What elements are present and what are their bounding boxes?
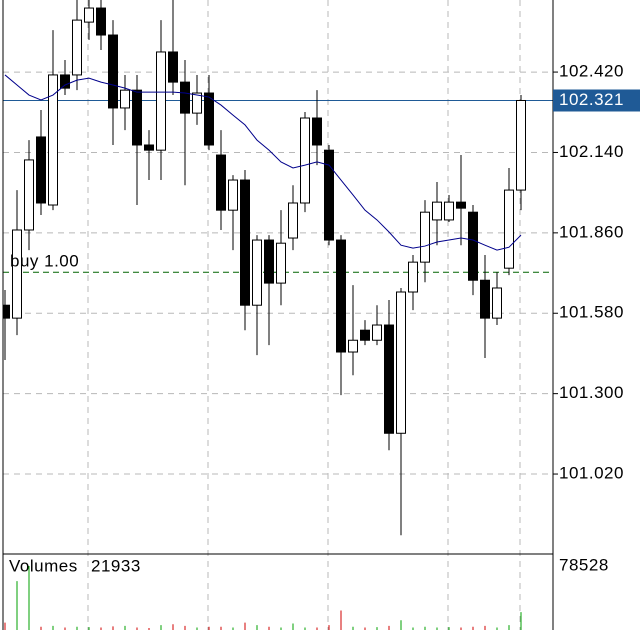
candle-body — [3, 304, 10, 319]
volume-current: 21933 — [91, 556, 141, 575]
candle-body — [468, 211, 478, 281]
candle-body — [144, 144, 154, 151]
candle-body — [348, 339, 358, 353]
y-tick-label: 101.020 — [559, 464, 624, 483]
candle-body — [72, 19, 82, 76]
candle-body — [12, 229, 22, 319]
order-label: buy 1.00 — [10, 252, 79, 271]
candle-body — [264, 239, 274, 284]
y-tick-label: 101.580 — [559, 303, 624, 322]
candle-body — [180, 81, 190, 114]
candle-body — [516, 99, 526, 191]
candle-body — [384, 324, 394, 434]
volume-title: Volumes — [9, 556, 78, 575]
candle-body — [444, 201, 454, 221]
volume-tick-label: 78528 — [559, 555, 609, 574]
last-price-label: 102.321 — [559, 90, 624, 109]
candle-body — [420, 211, 430, 263]
candle-body — [48, 74, 58, 206]
candle-body — [24, 159, 34, 231]
candle-body — [492, 287, 502, 319]
candle-body — [396, 291, 406, 434]
y-tick-label: 102.140 — [559, 142, 624, 161]
y-tick-label: 101.860 — [559, 222, 624, 241]
candle-body — [276, 242, 286, 284]
candle-body — [216, 154, 226, 211]
candle-body — [408, 261, 418, 293]
candle-body — [360, 329, 370, 341]
candle-body — [300, 117, 310, 204]
candle-body — [240, 179, 250, 306]
y-tick-label: 101.300 — [559, 383, 624, 402]
candle-body — [312, 117, 322, 146]
candle-body — [372, 324, 382, 341]
candle-body — [504, 189, 514, 269]
candle-body — [192, 92, 202, 114]
moving-average — [4, 74, 522, 251]
last-price-tag — [553, 89, 640, 112]
candle-body — [480, 279, 490, 319]
candle-body — [156, 51, 166, 151]
y-tick-label: 102.420 — [559, 62, 624, 81]
candle-body — [228, 179, 238, 211]
candle-body — [252, 239, 262, 306]
price-plot — [3, 0, 553, 536]
candle-body — [96, 7, 106, 36]
axis-labels: 102.420 102.140 101.860 101.580 101.300 101.0… — [553, 62, 640, 574]
candle-body — [456, 201, 466, 209]
candle-body — [336, 239, 346, 353]
candle-body — [288, 202, 298, 239]
candle-body — [84, 7, 94, 23]
candle-body — [36, 136, 46, 204]
candle-body — [324, 149, 334, 241]
candle-body — [168, 51, 178, 83]
candle-body — [432, 201, 442, 221]
candle-body — [204, 92, 214, 146]
candle-body — [120, 89, 130, 109]
candle-body — [132, 89, 142, 146]
candle-body — [108, 34, 118, 109]
candle-body — [60, 74, 70, 89]
